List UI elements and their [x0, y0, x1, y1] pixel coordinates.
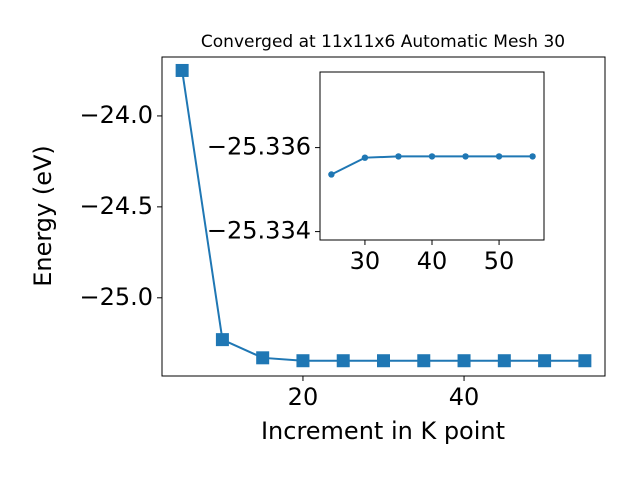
- marker: [296, 354, 310, 368]
- y-tick-label: −24.5: [79, 192, 153, 220]
- axes-frame: [319, 71, 545, 241]
- marker: [215, 333, 229, 347]
- marker: [336, 354, 350, 368]
- marker: [495, 153, 503, 160]
- marker: [497, 354, 511, 368]
- marker: [457, 354, 471, 368]
- y-tick-label: −25.334: [207, 217, 311, 245]
- y-tick-label: −24.0: [79, 101, 153, 129]
- marker: [578, 354, 592, 368]
- x-tick-label: 20: [288, 383, 319, 411]
- marker: [538, 354, 552, 368]
- x-tick-label: 50: [484, 247, 515, 275]
- y-tick-label: −25.336: [207, 133, 311, 161]
- y-tick-label: −25.0: [79, 283, 153, 311]
- marker: [328, 171, 335, 178]
- axes-frame: [161, 56, 606, 377]
- marker: [256, 351, 270, 365]
- y-axis-label: Energy (eV): [29, 145, 57, 287]
- marker: [175, 63, 189, 77]
- marker: [395, 153, 402, 160]
- x-tick-label: 40: [449, 383, 480, 411]
- marker: [462, 153, 469, 160]
- x-tick-label: 30: [350, 247, 381, 275]
- marker: [417, 354, 431, 368]
- marker: [361, 154, 369, 161]
- x-tick-label: 40: [417, 247, 448, 275]
- marker: [529, 153, 536, 160]
- marker: [377, 354, 390, 368]
- marker: [428, 153, 436, 160]
- chart-title: Converged at 11x11x6 Automatic Mesh 30: [201, 32, 565, 52]
- x-axis-label: Increment in K point: [261, 417, 505, 445]
